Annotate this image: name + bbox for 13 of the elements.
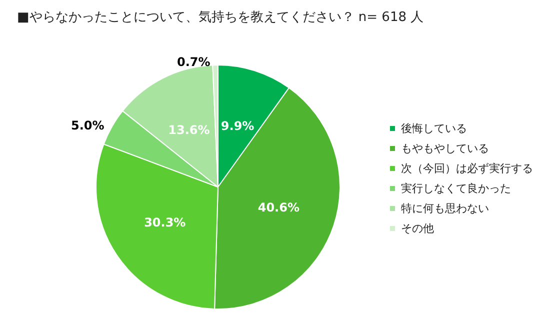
legend-label: もやもやしている: [401, 142, 489, 155]
data-label: 9.9%: [220, 119, 254, 134]
data-label: 0.7%: [176, 55, 210, 70]
data-label: 30.3%: [144, 216, 186, 230]
legend-label: 後悔している: [401, 122, 467, 135]
data-label: 40.6%: [258, 200, 300, 214]
legend-label: その他: [401, 222, 434, 235]
data-label: 5.0%: [71, 118, 104, 132]
legend-label: 次（今回）は必ず実行する: [401, 162, 533, 175]
legend-label: 実行しなくて良かった: [401, 182, 511, 195]
chart-title: ■やらなかったことについて、気持ちを教えてください？ n= 618 人: [17, 10, 424, 25]
data-label: 13.6%: [168, 122, 210, 137]
legend-label: 特に何も思わない: [401, 202, 489, 215]
